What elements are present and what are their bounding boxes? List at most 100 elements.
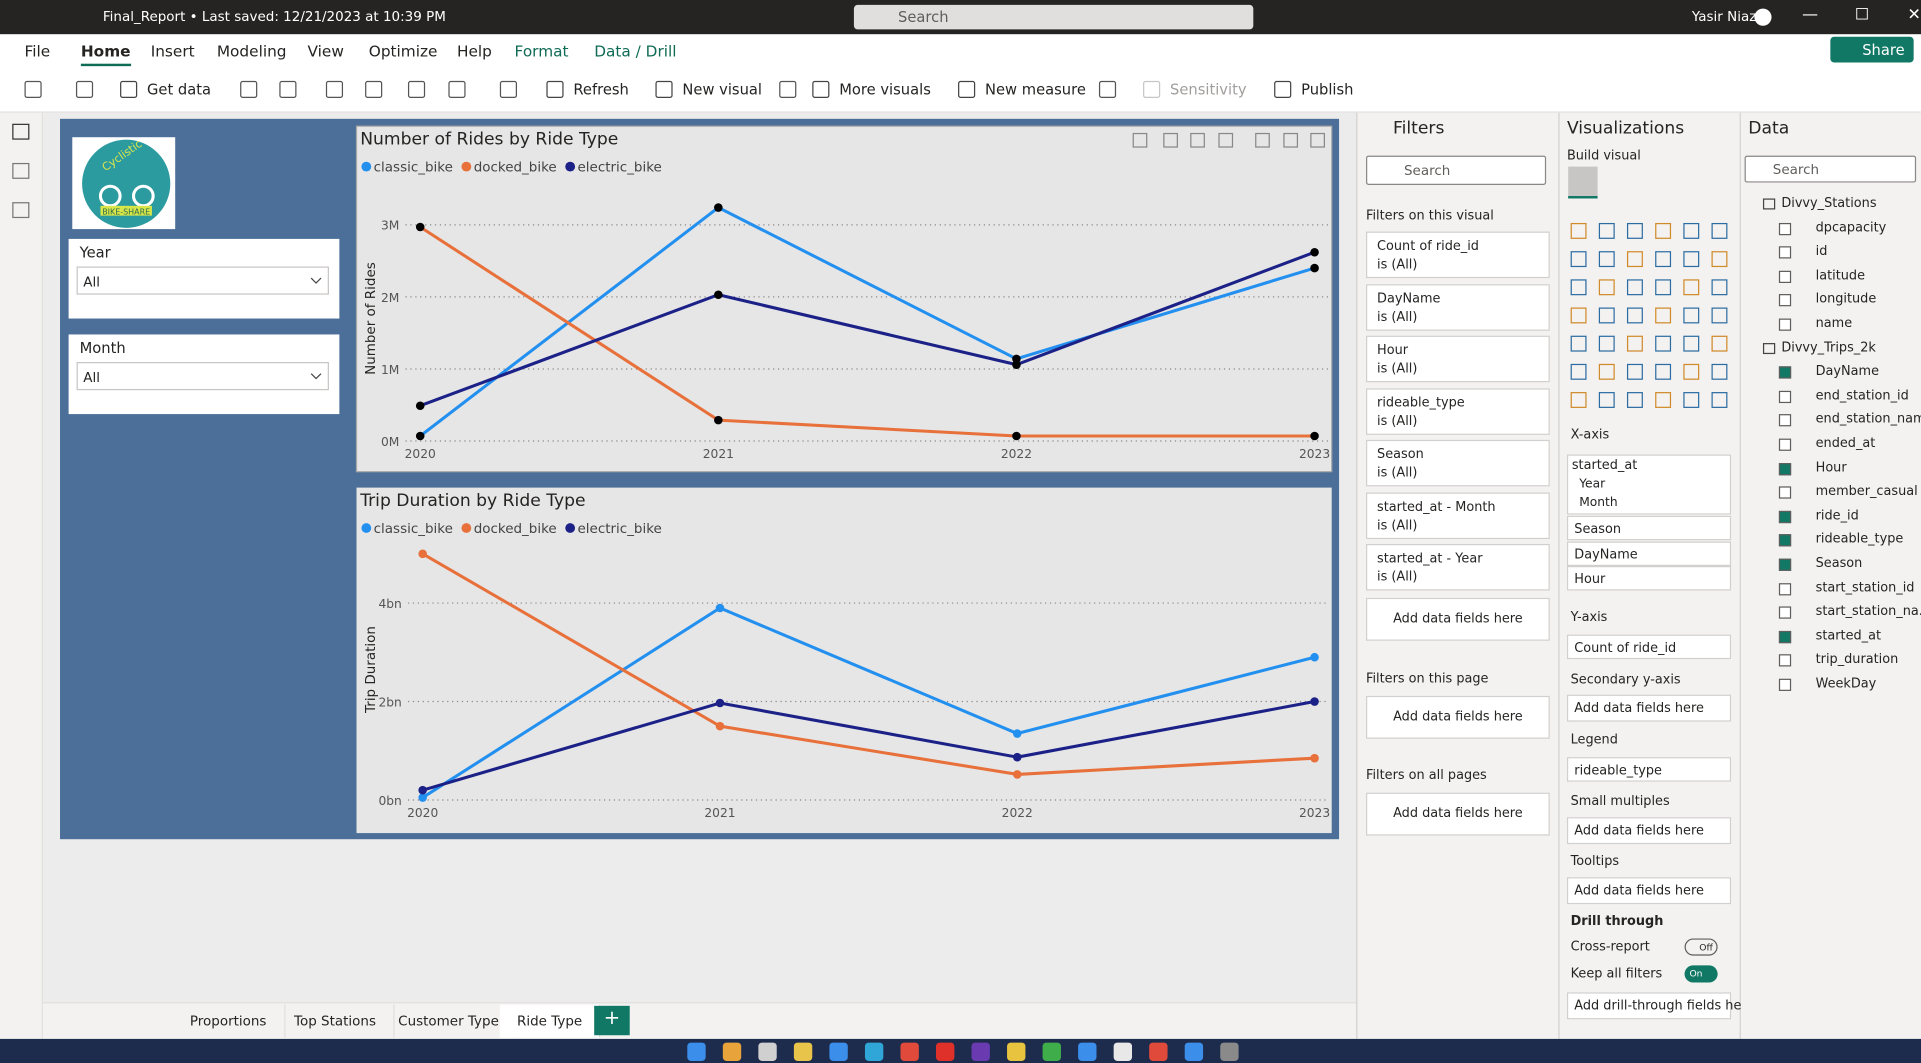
visual-header-icon[interactable]: [1283, 132, 1299, 148]
view-icon[interactable]: [12, 162, 30, 179]
visual-type-icon[interactable]: [1598, 251, 1615, 268]
page-tab[interactable]: Ride Type: [499, 1004, 601, 1038]
share-button[interactable]: Share: [1830, 36, 1914, 63]
visual-type-icon[interactable]: [1570, 251, 1587, 268]
field-name[interactable]: member_casual: [1815, 484, 1918, 499]
field-checkbox[interactable]: [1778, 414, 1792, 427]
field-checkbox[interactable]: [1778, 654, 1792, 667]
field-name[interactable]: dpcapacity: [1815, 220, 1887, 235]
field-name[interactable]: Hour: [1815, 460, 1847, 475]
field-checkbox[interactable]: [1778, 558, 1792, 571]
tool-icon[interactable]: [407, 80, 426, 99]
taskbar-icon[interactable]: [971, 1042, 990, 1061]
visual-type-icon[interactable]: [1711, 307, 1728, 324]
field-checkbox[interactable]: [1778, 246, 1792, 259]
field-name[interactable]: ride_id: [1815, 508, 1859, 523]
ribbon-tab[interactable]: View: [307, 41, 344, 61]
visual-type-icon[interactable]: [1711, 363, 1728, 380]
visual-type-icon[interactable]: [1598, 222, 1615, 239]
visual-type-icon[interactable]: [1570, 335, 1587, 352]
visual-type-icon[interactable]: [1683, 363, 1700, 380]
tool-button[interactable]: New measure: [985, 80, 1086, 99]
visual-type-icon[interactable]: [1570, 363, 1587, 380]
visual-type-icon[interactable]: [1570, 307, 1587, 324]
visual-type-icon[interactable]: [1626, 392, 1643, 408]
ribbon-tab[interactable]: Insert: [150, 41, 195, 61]
visual-type-icon[interactable]: [1598, 335, 1615, 352]
tool-button[interactable]: More visuals: [839, 80, 931, 99]
field-pill[interactable]: rideable_type: [1566, 757, 1732, 782]
drop-zone[interactable]: Add data fields here: [1366, 792, 1550, 836]
visual-type-icon[interactable]: [1626, 222, 1643, 239]
toggle[interactable]: On: [1684, 965, 1718, 983]
view-icon[interactable]: [12, 202, 30, 219]
field-checkbox[interactable]: [1778, 462, 1792, 475]
drop-zone[interactable]: Add drill-through fields here: [1566, 992, 1754, 1020]
field-name[interactable]: end_station_id: [1815, 388, 1909, 403]
taskbar-icon[interactable]: [900, 1042, 919, 1061]
field-sub[interactable]: Month: [1579, 496, 1618, 510]
visual-type-icon[interactable]: [1655, 335, 1672, 352]
search-box[interactable]: Search: [1366, 155, 1547, 185]
search-box[interactable]: Search: [1744, 155, 1917, 183]
field-checkbox[interactable]: [1778, 510, 1792, 523]
tool-icon[interactable]: [1098, 80, 1117, 99]
filter-card[interactable]: rideable_type is (All): [1366, 387, 1550, 435]
field-name[interactable]: WeekDay: [1815, 676, 1877, 691]
visual-type-icon[interactable]: [1570, 392, 1587, 408]
field-name[interactable]: trip_duration: [1815, 652, 1899, 667]
page-tab[interactable]: Customer Type: [381, 1004, 518, 1038]
taskbar-icon[interactable]: [1007, 1042, 1026, 1061]
field-name[interactable]: start_station_id: [1815, 580, 1915, 595]
visual-type-icon[interactable]: [1711, 392, 1728, 408]
filter-card[interactable]: DayName is (All): [1366, 283, 1550, 331]
taskbar-icon[interactable]: [1149, 1042, 1168, 1061]
field-name[interactable]: latitude: [1815, 268, 1866, 283]
field-checkbox[interactable]: [1778, 606, 1792, 619]
visual-type-icon[interactable]: [1598, 307, 1615, 324]
field-name[interactable]: started_at: [1815, 628, 1882, 643]
ribbon-tab[interactable]: Home: [80, 42, 131, 67]
drop-zone[interactable]: Add data fields here: [1366, 597, 1550, 641]
visual-header-icon[interactable]: [1255, 132, 1270, 148]
taskbar-icon[interactable]: [1184, 1042, 1204, 1061]
field-checkbox[interactable]: [1778, 318, 1792, 331]
tool-button[interactable]: Refresh: [573, 80, 629, 99]
ribbon-tab[interactable]: Format: [514, 41, 569, 61]
tool-button[interactable]: Publish: [1301, 80, 1354, 99]
visual-type-icon[interactable]: [1711, 222, 1728, 239]
field-checkbox[interactable]: [1778, 270, 1792, 283]
visual-type-icon[interactable]: [1711, 279, 1728, 296]
visual-type-icon[interactable]: [1683, 279, 1700, 296]
tool-button[interactable]: New visual: [682, 80, 762, 99]
taskbar-icon[interactable]: [1078, 1042, 1097, 1061]
field-checkbox[interactable]: [1778, 366, 1792, 379]
tool-icon[interactable]: [75, 80, 94, 99]
ribbon-tab[interactable]: Data / Drill: [594, 41, 677, 61]
page-tab[interactable]: Top Stations: [277, 1004, 395, 1038]
field-name[interactable]: ended_at: [1815, 436, 1876, 451]
ribbon-tab[interactable]: Modeling: [216, 41, 287, 61]
visual-header-icon[interactable]: [1163, 132, 1178, 148]
field-name[interactable]: id: [1815, 244, 1828, 259]
taskbar-icon[interactable]: [758, 1042, 777, 1061]
field-name[interactable]: end_station_name: [1815, 412, 1921, 427]
visual-type-icon[interactable]: [1598, 392, 1615, 408]
visual-header-icon[interactable]: [1310, 132, 1325, 148]
taskbar-icon[interactable]: [829, 1042, 848, 1061]
field-checkbox[interactable]: [1778, 582, 1792, 595]
tool-icon[interactable]: [325, 80, 344, 99]
tool-icon[interactable]: [448, 80, 466, 99]
field-checkbox[interactable]: [1778, 678, 1792, 691]
search-box[interactable]: Search: [853, 4, 1254, 30]
field-checkbox[interactable]: [1778, 294, 1792, 307]
filter-card[interactable]: Season is (All): [1366, 439, 1550, 487]
add-page-button[interactable]: +: [594, 1005, 630, 1036]
taskbar-icon[interactable]: [1220, 1042, 1239, 1061]
taskbar-icon[interactable]: [1042, 1042, 1061, 1061]
ribbon-tab[interactable]: Help: [456, 41, 492, 61]
tool-icon[interactable]: [779, 80, 797, 99]
window-control[interactable]: ☐: [1854, 6, 1870, 25]
field-name[interactable]: DayName: [1815, 364, 1880, 379]
visual-type-icon[interactable]: [1683, 251, 1700, 268]
